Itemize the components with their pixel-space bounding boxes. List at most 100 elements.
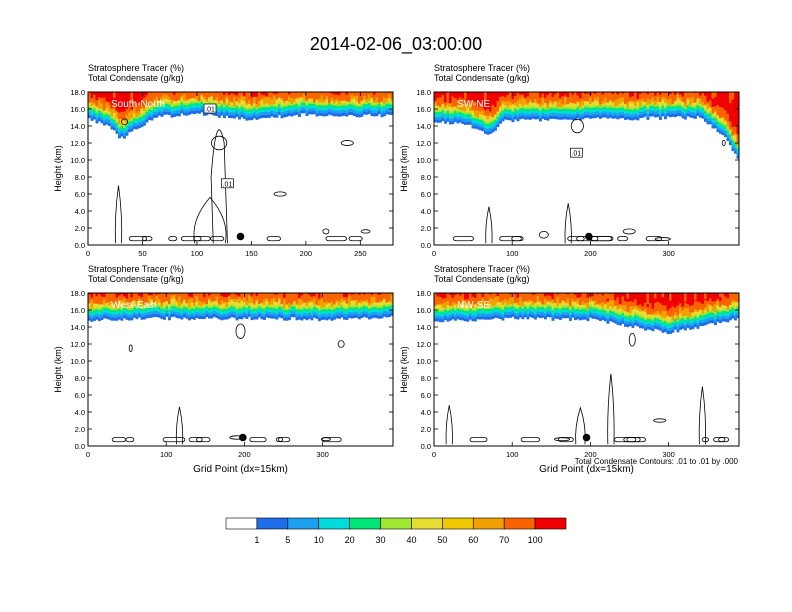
tracer-cell (689, 293, 692, 306)
colorbar-swatch (534, 517, 567, 530)
condensate-contour (607, 373, 615, 445)
tracer-cell (95, 293, 99, 304)
tracer-cell (646, 92, 650, 99)
tracer-cell (248, 293, 251, 304)
tracer-cell (123, 293, 126, 306)
tracer-cell (484, 92, 487, 101)
tracer-cell (188, 293, 191, 308)
tracer-cell (466, 92, 470, 103)
tracer-cell (469, 92, 472, 101)
condensate-contour (622, 228, 636, 235)
tracer-cell (499, 92, 502, 106)
tracer-cell (496, 293, 500, 296)
tracer-cell (734, 92, 737, 126)
tracer-cell (624, 293, 627, 301)
tracer-cell (255, 293, 259, 296)
tracer-cell (479, 291, 482, 292)
tracer-cell (529, 293, 532, 300)
tracer-cell (380, 293, 384, 301)
tracer-cell (736, 293, 739, 303)
tracer-cell (527, 291, 530, 292)
tracer-cell (295, 92, 299, 98)
tracer-cell (674, 92, 677, 102)
tracer-cell (649, 293, 652, 315)
colorbar-swatch (380, 517, 412, 530)
tracer-cell (631, 92, 635, 97)
condensate-contour (193, 196, 227, 244)
tracer-cell (476, 293, 480, 298)
tracer-cell (105, 293, 109, 303)
condensate-contour (235, 323, 246, 339)
tracer-cell (253, 92, 256, 104)
tracer-cell (579, 293, 582, 297)
tracer-cell (210, 293, 214, 302)
location-marker (585, 232, 593, 241)
condensate-contours (111, 323, 345, 445)
tracer-cell (155, 92, 159, 106)
tracer-cell (210, 92, 214, 102)
tracer-cell (576, 293, 580, 298)
tracer-cell (223, 293, 226, 298)
tracer-cell (211, 291, 214, 292)
tracer-cell (118, 293, 121, 300)
condensate-contour (125, 437, 135, 443)
condensate-contour (499, 236, 522, 242)
tracer-cell (385, 92, 389, 99)
tracer-cell (313, 92, 316, 103)
tracer-cell (566, 92, 570, 97)
tracer-cell (353, 293, 356, 301)
condensate-contour (210, 236, 225, 242)
tracer-cell (491, 293, 495, 307)
tracer-cell (501, 92, 505, 97)
colorbar-label: 40 (406, 535, 416, 545)
condensate-contour (128, 236, 148, 242)
tracer-cell (694, 293, 697, 301)
tracer-cell (150, 293, 154, 299)
tracer-cell (375, 92, 379, 103)
tracer-cell (253, 92, 256, 97)
tracer-cell (609, 293, 612, 301)
tracer-cell (238, 92, 241, 98)
tracer-cell (609, 92, 612, 100)
tracer-cell (108, 293, 111, 300)
tracer-cell (223, 293, 226, 302)
tracer-cell (529, 92, 532, 99)
tracer-cell (103, 293, 106, 297)
tracer-cell (446, 293, 450, 299)
contour-label: .01 (205, 107, 215, 114)
tracer-cell (283, 90, 286, 91)
tracer-cell (363, 92, 366, 96)
tracer-cell (258, 293, 261, 304)
tracer-cell (373, 92, 376, 95)
tracer-cell (626, 92, 630, 102)
tracer-cell (195, 293, 199, 296)
tracer-cell (516, 92, 520, 101)
y-axis-label: Height (km) (53, 346, 63, 393)
tracer-cell (586, 293, 590, 298)
tracer-cell (549, 293, 552, 296)
x-tick-label: 200 (300, 249, 313, 258)
tracer-cell (719, 92, 722, 108)
tracer-cell (586, 92, 590, 94)
x-tick-label: 300 (662, 450, 675, 459)
tracer-cell (320, 293, 324, 308)
tracer-cell (135, 92, 139, 106)
tracer-cell (138, 293, 141, 296)
tracer-cell (215, 293, 219, 302)
tracer-cell (278, 291, 281, 292)
tracer-cell (275, 293, 279, 295)
tracer-cell (559, 293, 562, 304)
tracer-cell (265, 293, 269, 299)
tracer-cell (616, 92, 620, 100)
condensate-contour (180, 236, 202, 242)
condensate-contour (698, 386, 707, 445)
tracer-cell (98, 92, 101, 98)
tracer-cell (208, 293, 211, 296)
tracer-cell (158, 293, 161, 300)
tracer-cell (566, 293, 570, 295)
tracer-cell (496, 293, 500, 303)
tracer-cell (215, 293, 219, 297)
tracer-cell (709, 92, 712, 101)
tracer-cell (501, 92, 505, 101)
y-tick-label: 4.0 (75, 408, 85, 417)
